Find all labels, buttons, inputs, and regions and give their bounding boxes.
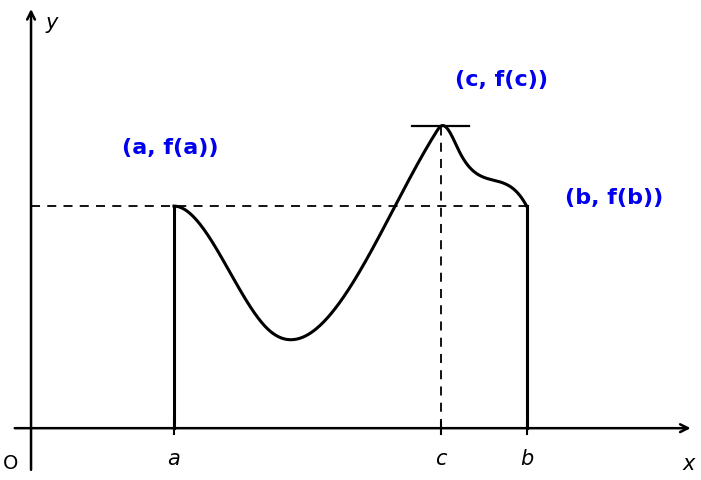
Text: a: a xyxy=(168,448,180,468)
Text: x: x xyxy=(683,453,695,473)
Text: (c, f(c)): (c, f(c)) xyxy=(455,70,548,90)
Text: y: y xyxy=(46,13,57,34)
Text: O: O xyxy=(2,453,18,472)
Text: (a, f(a)): (a, f(a)) xyxy=(121,138,218,158)
Text: b: b xyxy=(520,448,533,468)
Text: c: c xyxy=(435,448,447,468)
Text: (b, f(b)): (b, f(b)) xyxy=(565,188,663,208)
